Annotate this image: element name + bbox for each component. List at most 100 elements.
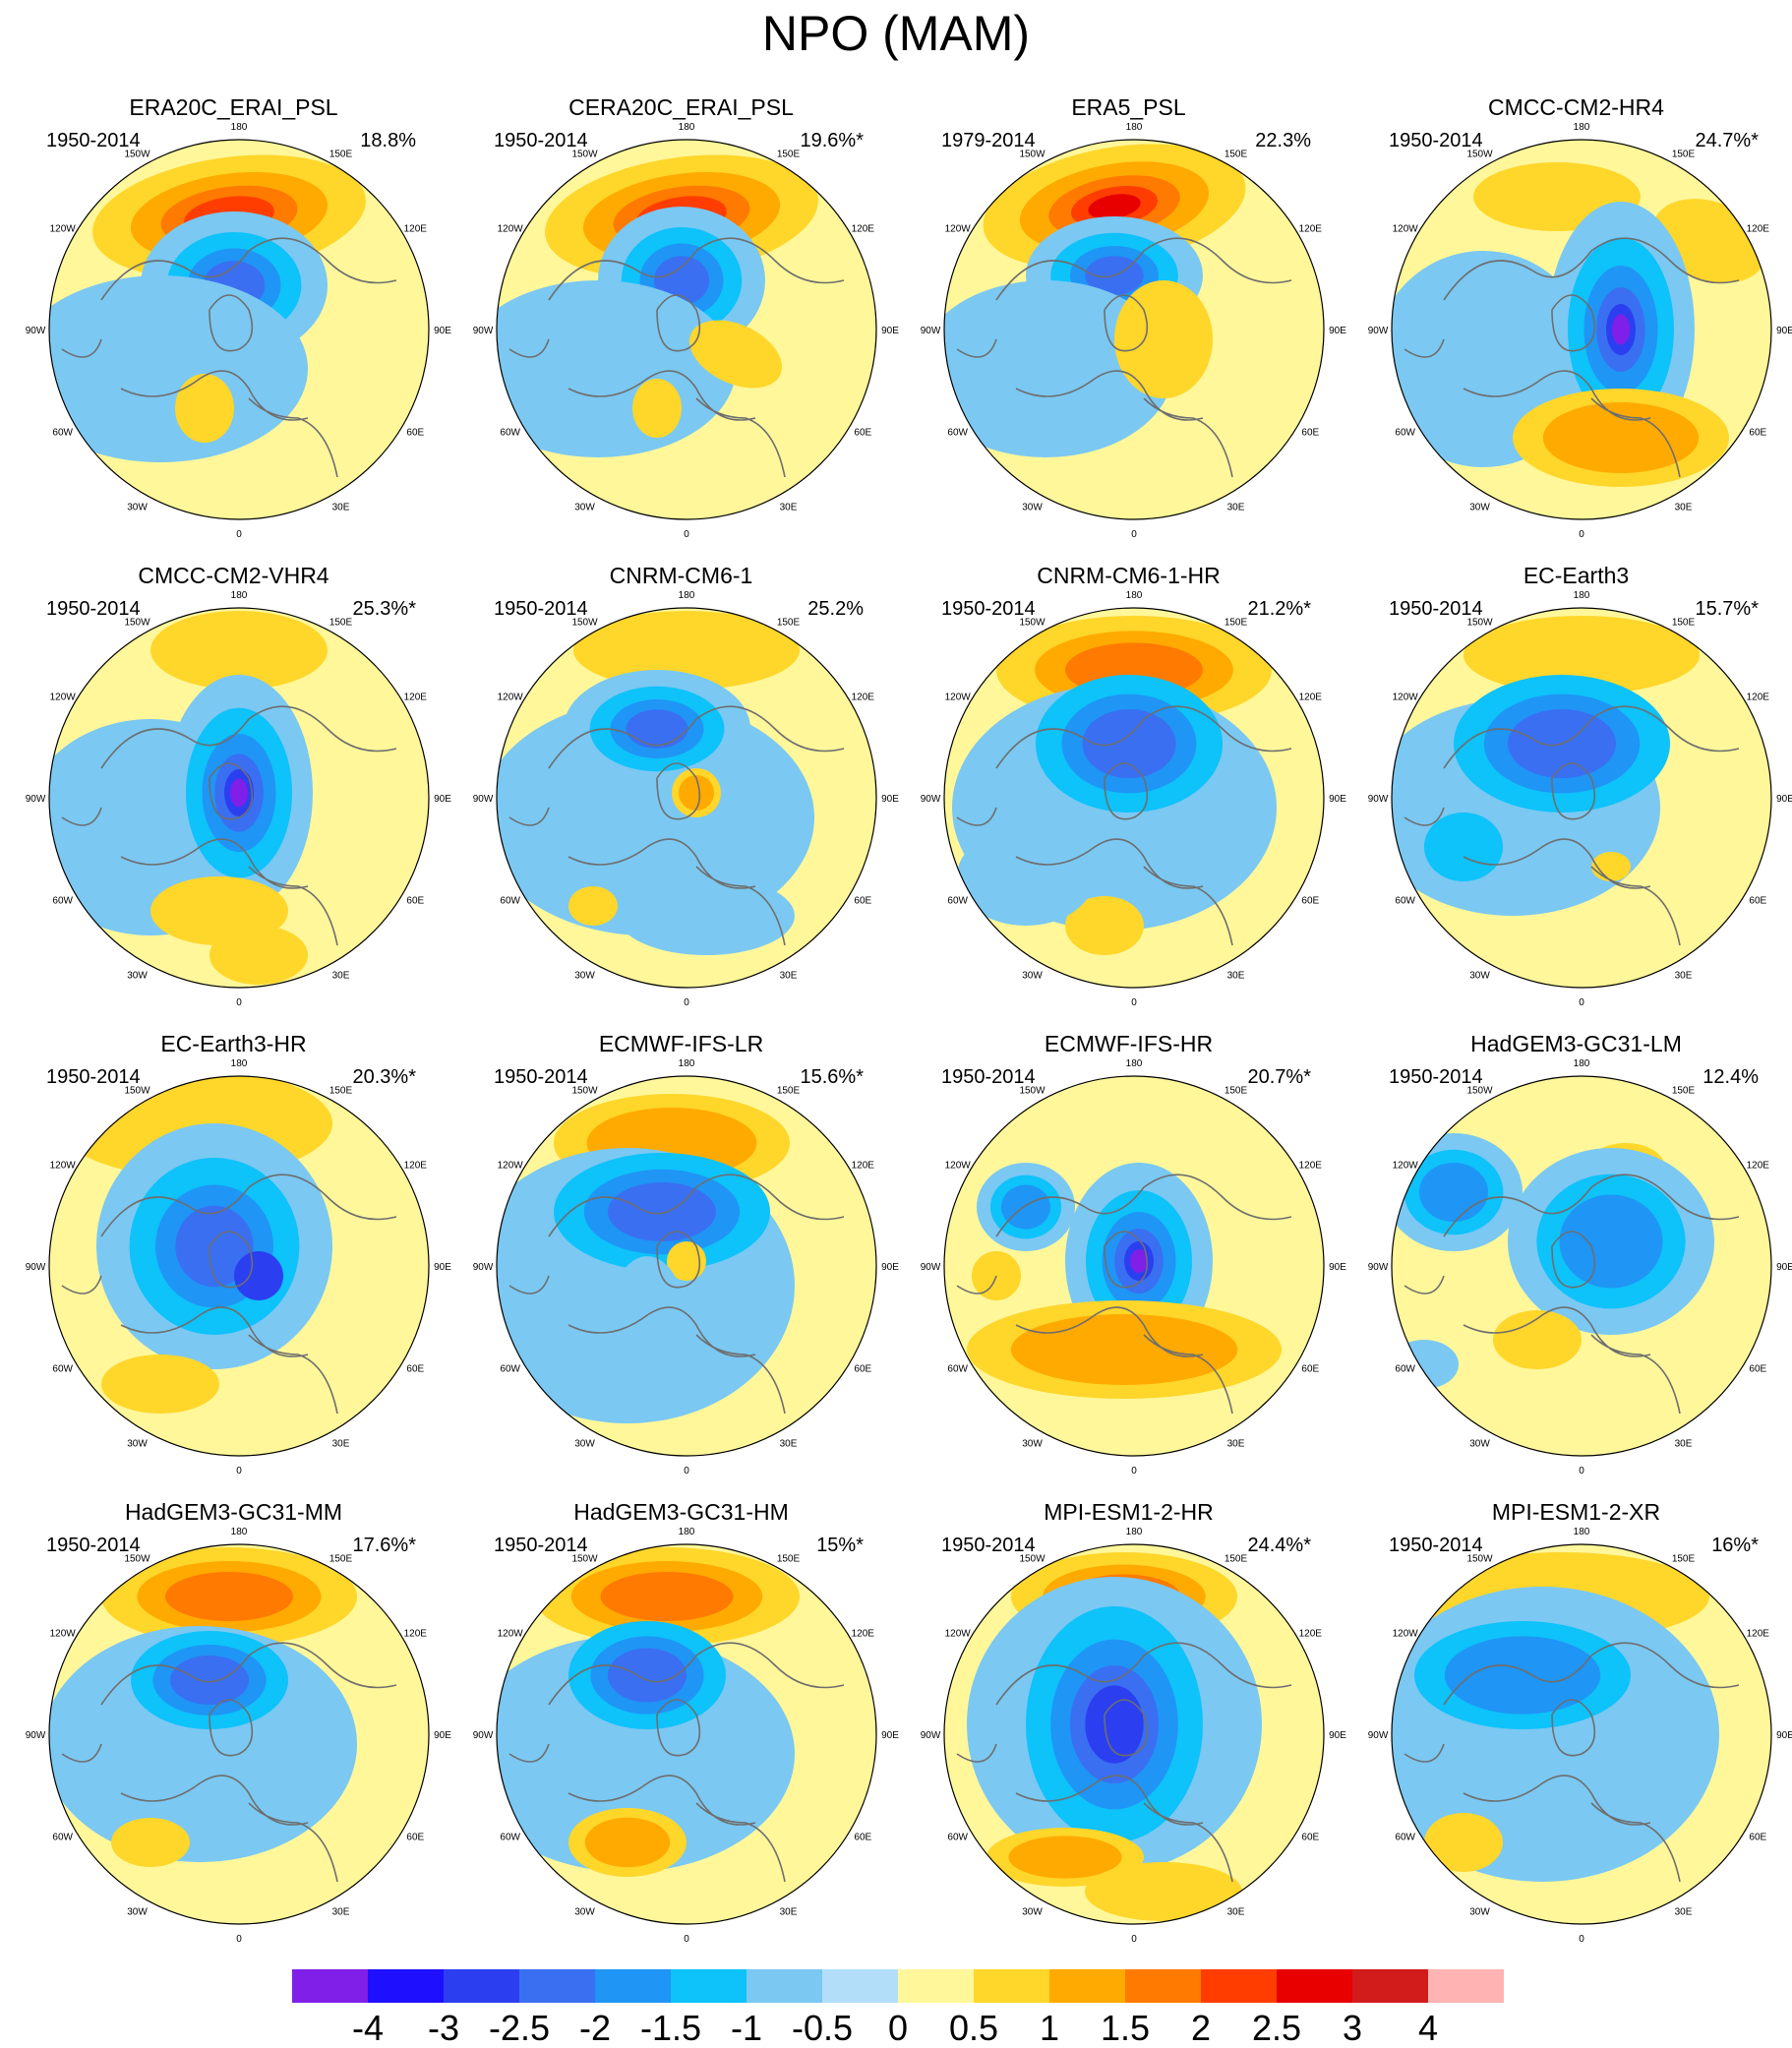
anomaly-contour xyxy=(1065,896,1144,955)
longitude-label: 30E xyxy=(332,502,350,512)
longitude-label: 90E xyxy=(881,326,899,336)
panel-title: CNRM-CM6-1-HR xyxy=(1037,563,1221,588)
longitude-label: 120W xyxy=(945,224,972,235)
longitude-label: 0 xyxy=(1131,529,1137,540)
longitude-label: 90W xyxy=(921,1262,941,1273)
anomaly-contour xyxy=(1424,1813,1503,1872)
panel-period: 1950-2014 xyxy=(1389,1066,1483,1088)
longitude-label: 0 xyxy=(1131,997,1137,1008)
anomaly-contour xyxy=(175,1205,254,1288)
longitude-label: 90E xyxy=(434,1730,451,1741)
colorbar-tick-label: -2 xyxy=(578,2008,611,2048)
polar-map: 180 150E 120E 90E 60E 30E 0 30W 60W 90W 120W 150W xyxy=(473,122,900,540)
longitude-label: 60W xyxy=(500,1833,520,1843)
coastline xyxy=(1404,1642,1740,1883)
longitude-label: 120E xyxy=(852,1161,875,1172)
anomaly-contour xyxy=(584,1817,671,1868)
panel-explained-variance: 22.3% xyxy=(1255,130,1311,151)
panel-title: MPI-ESM1-2-XR xyxy=(1491,1499,1661,1525)
anomaly-contour xyxy=(1082,709,1176,778)
anomaly-contour xyxy=(618,876,795,955)
longitude-label: 0 xyxy=(1131,1466,1137,1476)
longitude-label: 120W xyxy=(945,1629,972,1640)
colorbar-tick-label: -3 xyxy=(427,2008,459,2048)
colorbar-tick-label: 1 xyxy=(1039,2008,1060,2048)
longitude-label: 90W xyxy=(26,326,46,336)
longitude-label: 150W xyxy=(571,618,598,629)
coastline xyxy=(956,705,1292,946)
longitude-label: 150W xyxy=(124,150,150,160)
anomaly-contour xyxy=(209,926,308,985)
polar-map: 180 150E 120E 90E 60E 30E 0 30W 60W 90W 120W 150W xyxy=(473,1058,900,1476)
colorbar-tick-label: 2.5 xyxy=(1251,2008,1302,2048)
anomaly-contour xyxy=(1065,359,1124,418)
longitude-label: 30E xyxy=(1227,970,1245,981)
anomaly-contour xyxy=(1424,813,1503,881)
longitude-label: 120E xyxy=(1747,1629,1770,1640)
panel-title: CMCC-CM2-HR4 xyxy=(1488,94,1664,120)
longitude-label: 60W xyxy=(947,1364,968,1375)
longitude-label: 150E xyxy=(1225,1554,1248,1565)
anomaly-contour xyxy=(1008,1836,1122,1879)
longitude-label: 120E xyxy=(1747,224,1770,235)
colorbar-tick-label: 0.5 xyxy=(948,2008,999,2048)
colorbar-box xyxy=(1352,1969,1429,2003)
longitude-label: 60W xyxy=(500,896,520,907)
map-panel: 180 150E 120E 90E 60E 30E 0 30W 60W 90W 120W 150W CN… xyxy=(457,562,905,1029)
panel-explained-variance: 25.3%* xyxy=(352,598,417,620)
panel-title: ERA20C_ERAI_PSL xyxy=(129,94,338,120)
longitude-label: 60E xyxy=(854,896,871,907)
longitude-label: 90W xyxy=(921,1730,941,1741)
map-border xyxy=(943,1075,1325,1457)
map-panel: 180 150E 120E 90E 60E 30E 0 30W 60W 90W 120W 150W ER… xyxy=(10,93,457,561)
panel-period: 1950-2014 xyxy=(494,130,588,151)
longitude-label: 150W xyxy=(124,1086,150,1097)
longitude-label: 90W xyxy=(473,1262,494,1273)
longitude-label: 120E xyxy=(1299,693,1323,703)
colorbar-tick-label: -1.5 xyxy=(639,2008,702,2048)
panel-title: EC-Earth3 xyxy=(1523,563,1630,588)
longitude-label: 150W xyxy=(124,618,150,629)
colorbar-tick-label: -2.5 xyxy=(488,2008,551,2048)
panel-explained-variance: 25.2% xyxy=(807,598,864,620)
panel-period: 1950-2014 xyxy=(494,1535,588,1556)
longitude-label: 0 xyxy=(684,997,689,1008)
colorbar-box xyxy=(1428,1969,1504,2003)
panel-explained-variance: 24.4%* xyxy=(1247,1535,1312,1556)
longitude-label: 0 xyxy=(236,1466,242,1476)
panel-title: EC-Earth3-HR xyxy=(160,1031,307,1056)
map-panel: 180 150E 120E 90E 60E 30E 0 30W 60W 90W 120W 150W Ha… xyxy=(1352,1030,1792,1497)
colorbar-box xyxy=(974,1969,1050,2003)
panel-title: HadGEM3-GC31-MM xyxy=(124,1499,343,1525)
panel-title: HadGEM3-GC31-HM xyxy=(573,1499,789,1525)
longitude-label: 30E xyxy=(780,970,798,981)
colorbar-box xyxy=(292,1969,369,2003)
longitude-label: 30W xyxy=(127,502,148,512)
longitude-label: 60E xyxy=(1301,1364,1319,1375)
longitude-label: 150W xyxy=(1466,1086,1493,1097)
longitude-label: 30W xyxy=(574,502,595,512)
colorbar-box xyxy=(671,1969,747,2003)
anomaly-contour xyxy=(957,827,1095,926)
anomaly-contour xyxy=(608,1648,687,1703)
colorbar-box xyxy=(1125,1969,1202,2003)
longitude-label: 60W xyxy=(1395,1833,1415,1843)
polar-map: 180 150E 120E 90E 60E 30E 0 30W 60W 90W 120W 150W xyxy=(26,1058,452,1476)
panel-explained-variance: 18.8% xyxy=(360,130,416,151)
longitude-label: 90E xyxy=(1329,1730,1346,1741)
longitude-label: 120E xyxy=(1747,1161,1770,1172)
longitude-label: 90W xyxy=(1368,1730,1389,1741)
longitude-label: 90E xyxy=(1329,794,1346,805)
longitude-label: 150E xyxy=(777,150,801,160)
longitude-label: 120W xyxy=(1393,693,1419,703)
colorbar-tick-label: -4 xyxy=(351,2008,384,2048)
map-border xyxy=(943,139,1325,520)
anomaly-contour xyxy=(1542,402,1700,473)
longitude-label: 30W xyxy=(127,970,148,981)
coastline xyxy=(956,1642,1292,1883)
panel-explained-variance: 17.6%* xyxy=(352,1535,417,1556)
longitude-label: 180 xyxy=(231,590,248,601)
coastline xyxy=(1404,1174,1740,1415)
map-panel: 180 150E 120E 90E 60E 30E 0 30W 60W 90W 120W 150W MP… xyxy=(1352,1498,1792,1965)
longitude-label: 120E xyxy=(852,1629,875,1640)
